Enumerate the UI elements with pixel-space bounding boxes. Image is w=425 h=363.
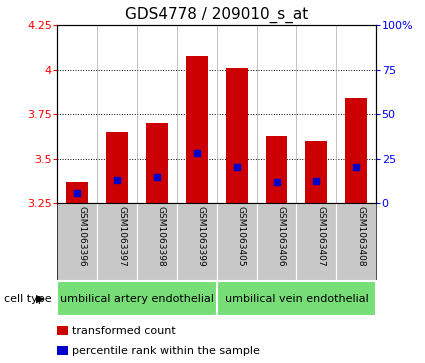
Bar: [146, 123, 168, 203]
Text: GSM1063397: GSM1063397: [117, 207, 126, 267]
Bar: [226, 68, 248, 203]
Text: transformed count: transformed count: [72, 326, 176, 336]
Bar: [106, 132, 128, 203]
Bar: [345, 98, 367, 203]
Title: GDS4778 / 209010_s_at: GDS4778 / 209010_s_at: [125, 7, 309, 23]
Text: GSM1063405: GSM1063405: [237, 207, 246, 267]
Text: ▶: ▶: [36, 294, 45, 303]
Text: GSM1063406: GSM1063406: [277, 207, 286, 267]
Bar: [306, 141, 327, 203]
Bar: [266, 136, 287, 203]
Text: cell type: cell type: [4, 294, 52, 303]
Text: GSM1063399: GSM1063399: [197, 207, 206, 267]
Text: GSM1063396: GSM1063396: [77, 207, 86, 267]
Bar: [66, 182, 88, 203]
Text: umbilical vein endothelial: umbilical vein endothelial: [224, 294, 368, 303]
Bar: [186, 56, 208, 203]
Text: umbilical artery endothelial: umbilical artery endothelial: [60, 294, 214, 303]
Text: GSM1063408: GSM1063408: [356, 207, 365, 267]
Text: percentile rank within the sample: percentile rank within the sample: [72, 346, 260, 356]
Text: GSM1063407: GSM1063407: [316, 207, 326, 267]
Text: GSM1063398: GSM1063398: [157, 207, 166, 267]
